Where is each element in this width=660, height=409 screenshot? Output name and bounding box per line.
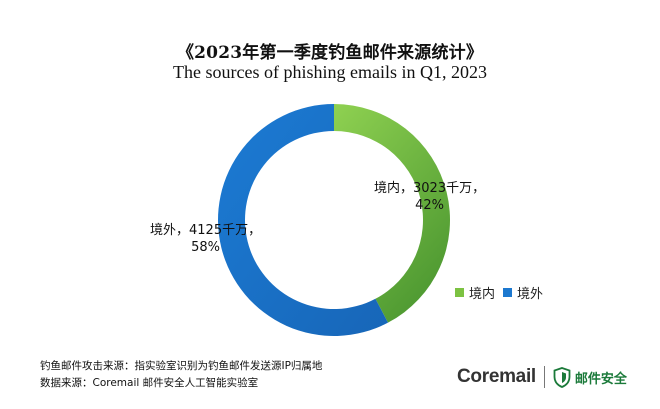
data-label-domestic: 境内，3023千万， 42% <box>374 180 485 214</box>
brand-divider <box>543 366 545 388</box>
data-label-domestic-line2: 42% <box>415 198 444 213</box>
data-label-overseas-line2: 58% <box>191 240 220 255</box>
footnote-attack-source: 钓鱼邮件攻击来源：指实验室识别为钓鱼邮件发送源IP归属地 <box>40 360 323 372</box>
data-label-overseas-line1: 境外，4125千万， <box>150 223 262 238</box>
legend-item-domestic: 境内 <box>455 283 495 302</box>
legend-swatch-domestic <box>455 288 464 297</box>
shield-icon <box>553 366 571 388</box>
brand-name: Coremail <box>457 366 536 387</box>
legend-label-domestic: 境内 <box>469 287 496 302</box>
donut-slice-domestic <box>334 104 450 323</box>
data-label-domestic-line1: 境内，3023千万， <box>374 181 486 196</box>
brand-logo: Coremail 邮件安全 <box>457 366 627 388</box>
footnote-data-source: 数据来源：Coremail 邮件安全人工智能实验室 <box>40 377 259 389</box>
legend-item-overseas: 境外 <box>503 283 543 302</box>
legend: 境内 境外 <box>455 283 551 302</box>
legend-swatch-overseas <box>503 288 513 297</box>
legend-label-overseas: 境外 <box>517 287 544 302</box>
footnotes: 钓鱼邮件攻击来源：指实验室识别为钓鱼邮件发送源IP归属地 数据来源：Corema… <box>40 358 322 392</box>
brand-sub: 邮件安全 <box>574 371 627 387</box>
chart-subtitle: The sources of phishing emails in Q1, 20… <box>173 62 487 82</box>
data-label-overseas: 境外，4125千万， 58% <box>150 222 261 256</box>
chart-title: 《2023年第一季度钓鱼邮件来源统计》 <box>176 43 484 63</box>
donut-slice-overseas <box>217 104 389 337</box>
